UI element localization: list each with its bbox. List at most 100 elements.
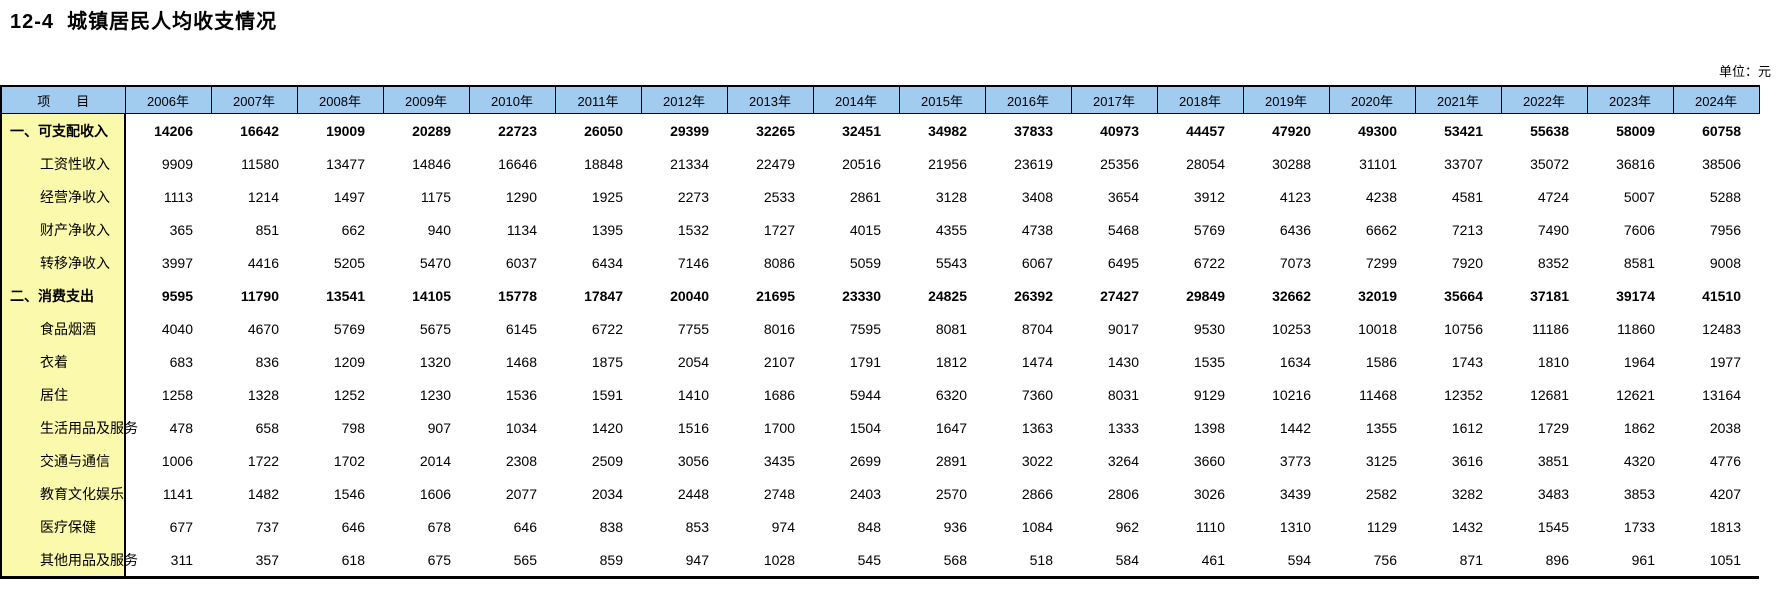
value-cell: 12483 bbox=[1673, 312, 1759, 345]
value-cell: 5007 bbox=[1587, 180, 1673, 213]
value-cell: 21956 bbox=[899, 147, 985, 180]
value-cell: 8704 bbox=[985, 312, 1071, 345]
value-cell: 594 bbox=[1243, 543, 1329, 578]
value-cell: 2806 bbox=[1071, 477, 1157, 510]
value-cell: 23619 bbox=[985, 147, 1071, 180]
value-cell: 14206 bbox=[125, 113, 211, 147]
value-cell: 1925 bbox=[555, 180, 641, 213]
value-cell: 584 bbox=[1071, 543, 1157, 578]
value-cell: 3056 bbox=[641, 444, 727, 477]
table-row: 交通与通信 1006 1722 1702 2014 2308 2509 3056 3435 269… bbox=[1, 444, 1759, 477]
value-cell: 6662 bbox=[1329, 213, 1415, 246]
value-cell: 4040 bbox=[125, 312, 211, 345]
value-cell: 9595 bbox=[125, 279, 211, 312]
value-cell: 1006 bbox=[125, 444, 211, 477]
value-cell: 1084 bbox=[985, 510, 1071, 543]
year-column-header: 2016年 bbox=[984, 85, 1072, 114]
value-cell: 2034 bbox=[555, 477, 641, 510]
value-cell: 29399 bbox=[641, 113, 727, 147]
value-cell: 37181 bbox=[1501, 279, 1587, 312]
value-cell: 30288 bbox=[1243, 147, 1329, 180]
value-cell: 4416 bbox=[211, 246, 297, 279]
value-cell: 58009 bbox=[1587, 113, 1673, 147]
value-cell: 1722 bbox=[211, 444, 297, 477]
value-cell: 1813 bbox=[1673, 510, 1759, 543]
year-column-header: 2015年 bbox=[898, 85, 986, 114]
value-cell: 838 bbox=[555, 510, 641, 543]
value-cell: 311 bbox=[125, 543, 211, 578]
value-cell: 1432 bbox=[1415, 510, 1501, 543]
value-cell: 20040 bbox=[641, 279, 727, 312]
year-column-header: 2019年 bbox=[1242, 85, 1330, 114]
year-column-header: 2006年 bbox=[124, 85, 212, 114]
value-cell: 7920 bbox=[1415, 246, 1501, 279]
value-cell: 3654 bbox=[1071, 180, 1157, 213]
row-label: 转移净收入 bbox=[1, 246, 126, 279]
row-label: 教育文化娱乐 bbox=[1, 477, 126, 510]
value-cell: 13541 bbox=[297, 279, 383, 312]
year-column-header: 2009年 bbox=[382, 85, 470, 114]
value-cell: 3439 bbox=[1243, 477, 1329, 510]
value-cell: 25356 bbox=[1071, 147, 1157, 180]
value-cell: 23330 bbox=[813, 279, 899, 312]
value-cell: 1729 bbox=[1501, 411, 1587, 444]
value-cell: 7146 bbox=[641, 246, 727, 279]
value-cell: 961 bbox=[1587, 543, 1673, 578]
value-cell: 677 bbox=[125, 510, 211, 543]
value-cell: 3853 bbox=[1587, 477, 1673, 510]
value-cell: 5059 bbox=[813, 246, 899, 279]
value-cell: 32451 bbox=[813, 113, 899, 147]
value-cell: 7490 bbox=[1501, 213, 1587, 246]
value-cell: 940 bbox=[383, 213, 469, 246]
value-cell: 22479 bbox=[727, 147, 813, 180]
value-cell: 2308 bbox=[469, 444, 555, 477]
value-cell: 38506 bbox=[1673, 147, 1759, 180]
value-cell: 10018 bbox=[1329, 312, 1415, 345]
value-cell: 13164 bbox=[1673, 378, 1759, 411]
value-cell: 2582 bbox=[1329, 477, 1415, 510]
value-cell: 3408 bbox=[985, 180, 1071, 213]
value-cell: 1209 bbox=[297, 345, 383, 378]
value-cell: 35072 bbox=[1501, 147, 1587, 180]
value-cell: 8352 bbox=[1501, 246, 1587, 279]
value-cell: 1482 bbox=[211, 477, 297, 510]
value-cell: 1536 bbox=[469, 378, 555, 411]
value-cell: 1791 bbox=[813, 345, 899, 378]
value-cell: 5543 bbox=[899, 246, 985, 279]
table-row: 居住 1258 1328 1252 1230 1536 1591 1410 1686 5944 63… bbox=[1, 378, 1759, 411]
value-cell: 871 bbox=[1415, 543, 1501, 578]
value-cell: 4355 bbox=[899, 213, 985, 246]
value-cell: 12352 bbox=[1415, 378, 1501, 411]
table-row: 财产净收入 365 851 662 940 1134 1395 1532 1727 4015 435… bbox=[1, 213, 1759, 246]
value-cell: 8081 bbox=[899, 312, 985, 345]
value-cell: 1586 bbox=[1329, 345, 1415, 378]
value-cell: 646 bbox=[297, 510, 383, 543]
value-cell: 21334 bbox=[641, 147, 727, 180]
value-cell: 3282 bbox=[1415, 477, 1501, 510]
value-cell: 1535 bbox=[1157, 345, 1243, 378]
value-cell: 798 bbox=[297, 411, 383, 444]
table-row: 医疗保健 677 737 646 678 646 838 853 974 848 936 1084 96… bbox=[1, 510, 1759, 543]
value-cell: 8016 bbox=[727, 312, 813, 345]
value-cell: 17847 bbox=[555, 279, 641, 312]
value-cell: 4320 bbox=[1587, 444, 1673, 477]
year-column-header: 2007年 bbox=[210, 85, 298, 114]
value-cell: 5468 bbox=[1071, 213, 1157, 246]
value-cell: 6436 bbox=[1243, 213, 1329, 246]
value-cell: 36816 bbox=[1587, 147, 1673, 180]
year-column-header: 2021年 bbox=[1414, 85, 1502, 114]
value-cell: 1398 bbox=[1157, 411, 1243, 444]
value-cell: 9530 bbox=[1157, 312, 1243, 345]
value-cell: 4123 bbox=[1243, 180, 1329, 213]
value-cell: 10216 bbox=[1243, 378, 1329, 411]
value-cell: 907 bbox=[383, 411, 469, 444]
value-cell: 1532 bbox=[641, 213, 727, 246]
year-column-header: 2014年 bbox=[812, 85, 900, 114]
value-cell: 947 bbox=[641, 543, 727, 578]
value-cell: 7956 bbox=[1673, 213, 1759, 246]
value-cell: 14105 bbox=[383, 279, 469, 312]
value-cell: 12681 bbox=[1501, 378, 1587, 411]
table-row: 经营净收入 1113 1214 1497 1175 1290 1925 2273 2533 286… bbox=[1, 180, 1759, 213]
value-cell: 1141 bbox=[125, 477, 211, 510]
